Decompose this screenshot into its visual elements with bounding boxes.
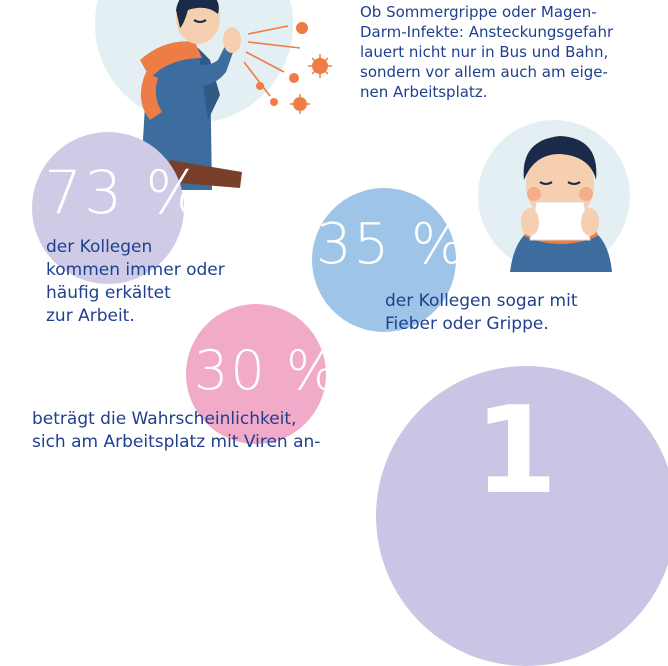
stat-text-73: der Kollegen kommen immer oder häufig er… (46, 237, 225, 326)
stat-value-73: 73 % (44, 158, 205, 228)
intro-text: Ob Sommergrippe oder Magen- Darm-Infekte… (360, 3, 614, 101)
stat-circle-73 (32, 132, 184, 284)
stat-value-35: 35 % (316, 212, 467, 277)
stat-text-35: der Kollegen sogar mit Fieber oder Gripp… (385, 291, 578, 334)
stat-circle-30 (186, 304, 326, 444)
nose-blowing-woman-illustration (510, 136, 612, 272)
stat-text-30: beträgt die Wahrscheinlichkeit, sich am … (32, 409, 321, 452)
stat-value-1: 1 (474, 382, 560, 521)
sneezing-man-illustration (140, 0, 332, 190)
stat-value-30: 30 % (194, 339, 340, 402)
stat-circle-35 (312, 188, 456, 332)
